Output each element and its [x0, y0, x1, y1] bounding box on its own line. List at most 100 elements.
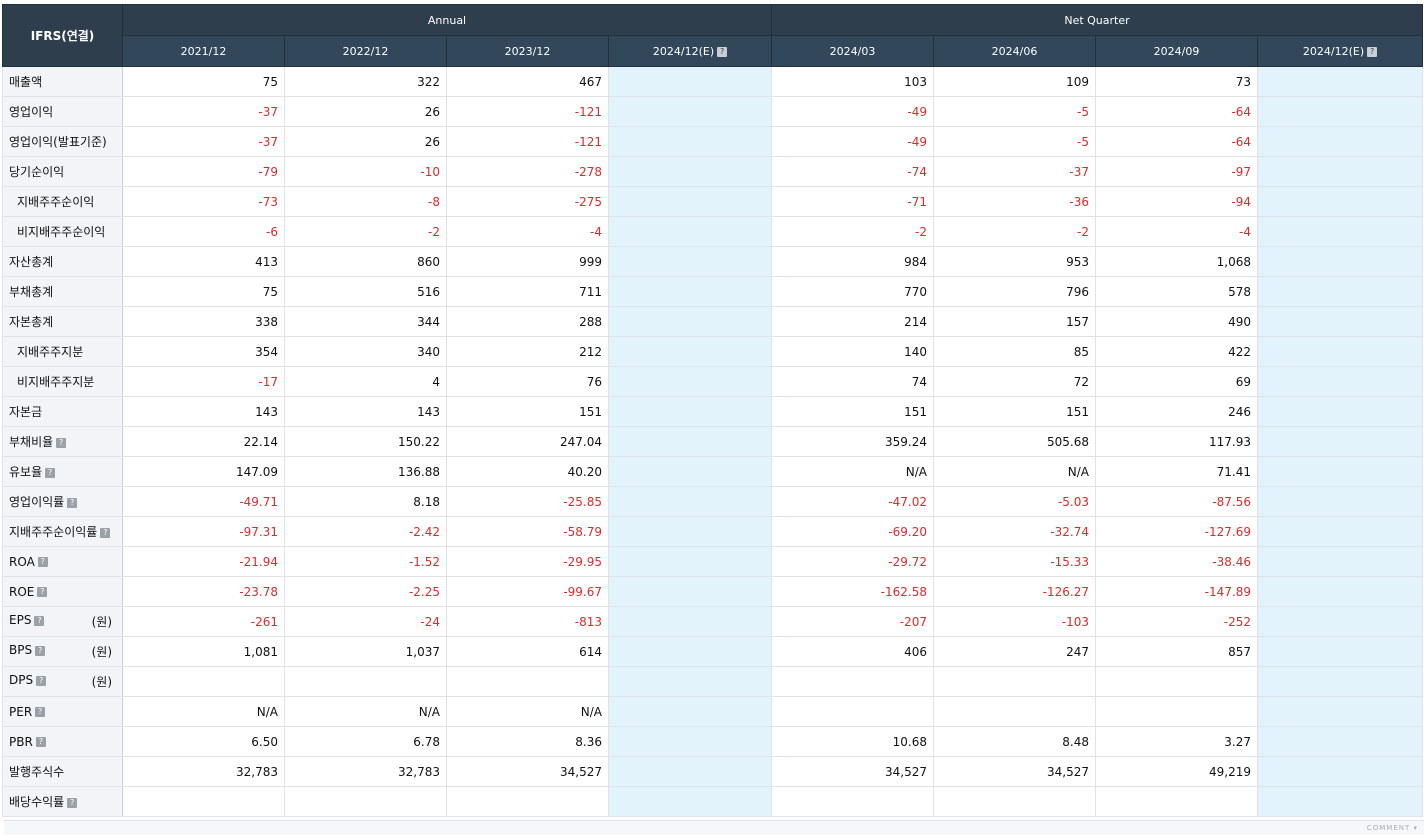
value-cell — [122, 666, 285, 697]
row-label-cell: EPS? (원) — [2, 606, 123, 637]
value-cell — [608, 576, 772, 607]
row-label-cell: 배당수익률? — [2, 786, 123, 817]
value-cell: 34,527 — [771, 756, 934, 787]
value-cell: 76 — [446, 366, 609, 397]
value-cell — [1257, 216, 1423, 247]
value-cell — [1095, 666, 1258, 697]
value-cell: 984 — [771, 246, 934, 277]
row-label-cell: 자본총계 — [2, 306, 123, 337]
help-icon[interactable]: ? — [717, 46, 728, 57]
value-cell: 288 — [446, 306, 609, 337]
value-cell: 151 — [446, 396, 609, 427]
row-label-cell: BPS? (원) — [2, 636, 123, 667]
value-cell: 75 — [122, 276, 285, 307]
value-cell: -2 — [933, 216, 1096, 247]
value-cell — [1257, 516, 1423, 547]
value-cell: -127.69 — [1095, 516, 1258, 547]
row-label-cell: 영업이익(발표기준) — [2, 126, 123, 157]
value-cell: -5 — [933, 126, 1096, 157]
value-cell: 406 — [771, 636, 934, 667]
table-row: 지배주주순이익률? -97.31 -2.42 -58.79 -69.20 -32.74 -1… — [2, 516, 1423, 547]
value-cell — [608, 426, 772, 457]
value-cell — [608, 636, 772, 667]
value-cell: 117.93 — [1095, 426, 1258, 457]
value-cell: -5.03 — [933, 486, 1096, 517]
value-cell: -15.33 — [933, 546, 1096, 577]
value-cell: 32,783 — [122, 756, 285, 787]
period-header: 2024/09 — [1095, 35, 1258, 67]
value-cell: 3.27 — [1095, 726, 1258, 757]
value-cell — [1257, 306, 1423, 337]
value-cell: -74 — [771, 156, 934, 187]
help-icon[interactable]: ? — [100, 527, 111, 538]
value-cell: 614 — [446, 636, 609, 667]
value-cell: 109 — [933, 66, 1096, 97]
help-icon[interactable]: ? — [34, 615, 45, 626]
row-label: 자본총계 — [9, 315, 54, 329]
value-cell — [1257, 246, 1423, 277]
help-icon[interactable]: ? — [1367, 46, 1378, 57]
value-cell: -29.72 — [771, 546, 934, 577]
value-cell: 359.24 — [771, 426, 934, 457]
value-cell — [608, 276, 772, 307]
help-icon[interactable]: ? — [37, 587, 48, 597]
help-icon[interactable]: ? — [35, 707, 46, 717]
annual-group-header: Annual — [122, 4, 772, 36]
value-cell — [933, 666, 1096, 697]
value-cell: 322 — [284, 66, 447, 97]
value-cell: -207 — [771, 606, 934, 637]
help-icon[interactable]: ? — [37, 557, 48, 567]
help-icon[interactable]: ? — [35, 645, 46, 656]
row-label: BPS — [9, 643, 33, 657]
value-cell: 467 — [446, 66, 609, 97]
help-icon[interactable]: ? — [67, 497, 78, 508]
value-cell: 505.68 — [933, 426, 1096, 457]
value-cell: -10 — [284, 156, 447, 187]
row-label: 영업이익(발표기준) — [9, 135, 107, 149]
row-label-cell: 영업이익 — [2, 96, 123, 127]
financial-table: IFRS(연결) Annual Net Quarter 2021/12 2022/… — [2, 4, 1423, 817]
row-label: 영업이익률 — [9, 495, 65, 509]
row-label: 영업이익 — [9, 105, 54, 119]
table-row: 영업이익률? -49.71 8.18 -25.85 -47.02 -5.03 -87.56 — [2, 486, 1423, 517]
row-label: 유보율 — [9, 465, 43, 479]
row-label-cell: 발행주식수 — [2, 756, 123, 787]
value-cell — [608, 366, 772, 397]
row-label: PER — [9, 704, 33, 719]
value-cell: -121 — [446, 126, 609, 157]
value-cell: 1,037 — [284, 636, 447, 667]
value-cell: 6.50 — [122, 726, 285, 757]
value-cell: -4 — [446, 216, 609, 247]
help-icon[interactable]: ? — [45, 467, 56, 478]
value-cell: -8 — [284, 186, 447, 217]
unit-label: (원) — [91, 675, 112, 689]
table-row: 당기순이익 -79 -10 -278 -74 -37 -97 — [2, 156, 1423, 187]
help-icon[interactable]: ? — [56, 437, 67, 448]
period-label: 2021/12 — [180, 44, 227, 58]
value-cell — [1257, 126, 1423, 157]
value-cell — [608, 606, 772, 637]
value-cell: -37 — [122, 96, 285, 127]
unit-label: (원) — [91, 615, 112, 629]
value-cell — [1095, 696, 1258, 727]
value-cell: -162.58 — [771, 576, 934, 607]
value-cell: -103 — [933, 606, 1096, 637]
row-label: DPS — [9, 673, 34, 687]
value-cell: -261 — [122, 606, 285, 637]
value-cell: -278 — [446, 156, 609, 187]
value-cell — [608, 486, 772, 517]
value-cell: -275 — [446, 186, 609, 217]
help-icon[interactable]: ? — [67, 797, 78, 808]
comment-toggle[interactable]: COMMENT ▾ — [1366, 824, 1418, 832]
row-label-cell: 유보율? — [2, 456, 123, 487]
table-row: 부채비율? 22.14 150.22 247.04 359.24 505.68 117.93 — [2, 426, 1423, 457]
help-icon[interactable]: ? — [35, 737, 46, 747]
value-cell — [1257, 546, 1423, 577]
value-cell: 246 — [1095, 396, 1258, 427]
value-cell: -97.31 — [122, 516, 285, 547]
value-cell — [446, 666, 609, 697]
value-cell: -87.56 — [1095, 486, 1258, 517]
row-label-cell: 당기순이익 — [2, 156, 123, 187]
value-cell — [608, 336, 772, 367]
help-icon[interactable]: ? — [36, 675, 47, 686]
